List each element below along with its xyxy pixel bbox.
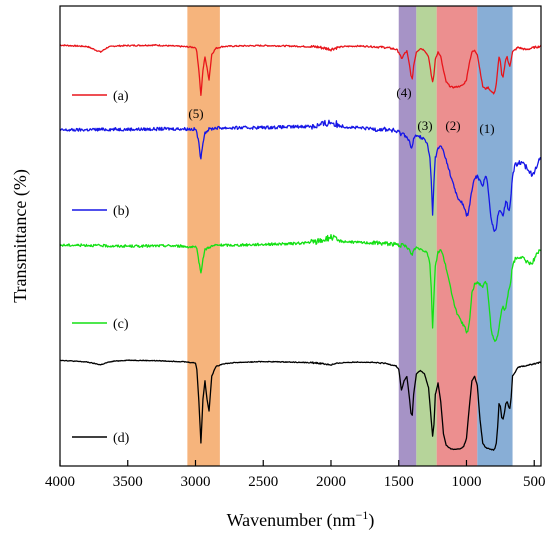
series-line-2	[59, 119, 542, 232]
x-axis-title-superscript: −1	[356, 508, 369, 522]
series-line-4	[59, 359, 542, 451]
legend-label-2: (b)	[113, 204, 130, 219]
x-axis: 4000 3500 3000 2500 2000 1500 1000 500	[45, 460, 545, 490]
legend-label-4: (d)	[113, 431, 130, 446]
x-tick-label-1: 3500	[113, 474, 143, 490]
legend-label-3: (c)	[113, 317, 129, 332]
band-labels: (5) (4) (3) (2) (1)	[188, 85, 494, 136]
band-label-1: (5)	[188, 106, 203, 121]
x-tick-label-2: 3000	[180, 474, 210, 490]
band-2	[398, 6, 417, 466]
band-label-4: (2)	[445, 118, 460, 133]
legend-label-1: (a)	[113, 89, 129, 104]
series-line-3	[59, 233, 542, 343]
band-highlights	[187, 6, 513, 466]
band-label-3: (3)	[417, 118, 432, 133]
band-label-5: (1)	[479, 121, 494, 136]
x-tick-label-0: 4000	[45, 474, 75, 490]
legend: (a) (b) (c) (d)	[72, 89, 130, 446]
x-tick-label-7: 500	[523, 474, 546, 490]
series-line-1	[59, 43, 542, 97]
x-tick-label-4: 2000	[316, 474, 346, 490]
band-3	[416, 6, 437, 466]
x-axis-title: Wavenumber (nm−1)	[227, 508, 375, 531]
x-tick-label-3: 2500	[248, 474, 278, 490]
band-4	[436, 6, 478, 466]
y-axis-title: Transmittance (%)	[10, 169, 31, 303]
band-5	[477, 6, 513, 466]
x-tick-label-6: 1000	[451, 474, 481, 490]
plot-frame	[59, 5, 542, 467]
band-label-2: (4)	[396, 85, 411, 100]
spectra-lines	[59, 43, 542, 451]
x-tick-label-5: 1500	[384, 474, 414, 490]
